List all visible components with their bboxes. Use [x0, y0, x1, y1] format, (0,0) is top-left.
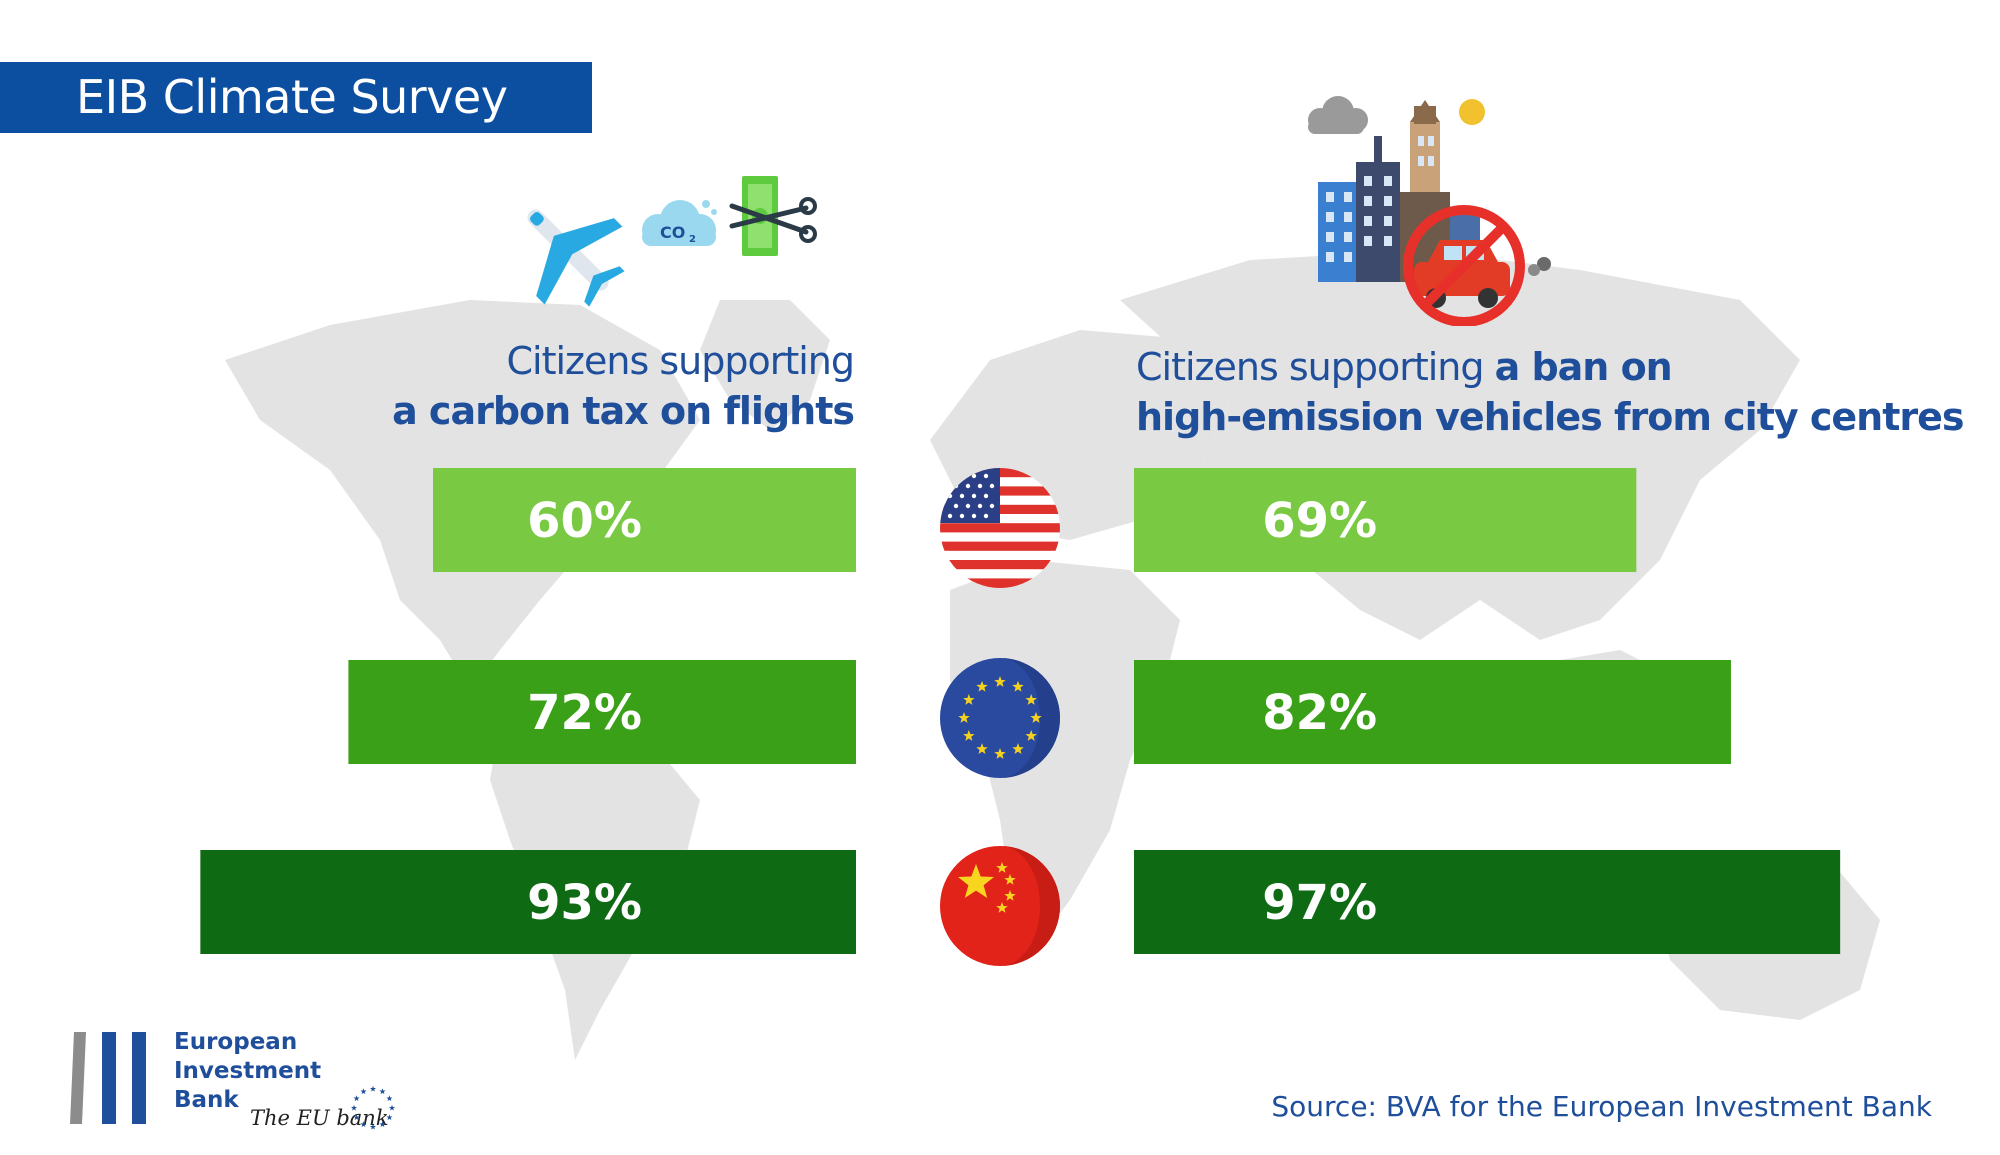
- bar-label-carbon-tax-china: 93%: [527, 875, 642, 931]
- eu-stars-icon: [350, 1085, 396, 1130]
- source-note: Source: BVA for the European Investment …: [1271, 1090, 1932, 1123]
- svg-text:2: 2: [689, 234, 696, 245]
- tagline-star: [353, 1095, 360, 1102]
- eu-flag-star: [958, 712, 970, 723]
- heading-vehicle-ban-line2: high-emission vehicles from city centres: [1136, 395, 1965, 439]
- tagline-star: [350, 1104, 358, 1111]
- tagline-star: [388, 1104, 396, 1111]
- eu-flag-star: [1030, 712, 1042, 723]
- eib-logo-stripes: [70, 1032, 146, 1124]
- bar-label-vehicle-ban-european-union: 82%: [1262, 685, 1377, 741]
- bar-label-carbon-tax-united-states: 60%: [527, 493, 642, 549]
- eu-flag-icon: [940, 658, 1060, 778]
- bar-vehicle-ban-european-union: [1134, 660, 1731, 764]
- tagline-star: [379, 1121, 386, 1128]
- eu-flag-star: [994, 676, 1006, 687]
- eu-flag-star: [1012, 680, 1024, 692]
- tagline-star: [360, 1121, 367, 1128]
- svg-text:CO: CO: [660, 223, 685, 242]
- heading-carbon-tax: Citizens supporting a carbon tax on flig…: [392, 336, 855, 436]
- eu-flag-star: [976, 680, 988, 692]
- bar-carbon-tax-european-union: [348, 660, 856, 764]
- bar-label-vehicle-ban-united-states: 69%: [1262, 493, 1377, 549]
- bar-label-vehicle-ban-china: 97%: [1262, 875, 1377, 931]
- no-car-icon: [1403, 205, 1551, 326]
- tagline-star: [353, 1114, 360, 1121]
- map-greenland: [700, 300, 830, 430]
- eib-name-line3: Bank: [174, 1087, 239, 1113]
- tagline-star: [379, 1088, 386, 1095]
- eu-flag-star: [963, 730, 975, 741]
- eu-flag-star: [1025, 694, 1037, 705]
- eib-name-line2: Investment: [174, 1058, 322, 1084]
- tagline-star: [369, 1123, 377, 1130]
- heading-vehicle-ban: Citizens supporting a ban on high-emissi…: [1136, 342, 1965, 442]
- eu-flag-star: [976, 743, 988, 755]
- eu-flag-star: [1025, 730, 1037, 741]
- tagline-star: [386, 1095, 393, 1102]
- bar-label-carbon-tax-european-union: 72%: [527, 685, 642, 741]
- eu-flag-star: [994, 748, 1006, 759]
- eib-logo-name: European Investment Bank: [174, 1028, 321, 1115]
- co2-cloud-icon: CO 2: [642, 200, 717, 246]
- eu-flag-star: [963, 694, 975, 705]
- bar-carbon-tax-united-states: [433, 468, 856, 572]
- bar-vehicle-ban-united-states: [1134, 468, 1637, 572]
- heading-carbon-tax-line1: Citizens supporting: [506, 339, 855, 383]
- tagline-star: [369, 1085, 377, 1092]
- eib-tagline: The EU bank: [250, 1106, 389, 1130]
- airplane-icon: [527, 209, 625, 307]
- heading-carbon-tax-line2: a carbon tax on flights: [392, 389, 855, 433]
- tagline-star: [360, 1088, 367, 1095]
- china-flag-icon: [940, 846, 1060, 966]
- tagline-star: [386, 1114, 393, 1121]
- heading-vehicle-ban-normal: Citizens supporting: [1136, 345, 1495, 389]
- heading-vehicle-ban-bold: a ban on: [1494, 345, 1673, 389]
- page-title: EIB Climate Survey: [76, 70, 508, 124]
- eib-name-line1: European: [174, 1029, 298, 1055]
- map-africa: [950, 560, 1180, 940]
- us-flag-icon: [940, 468, 1060, 588]
- bar-carbon-tax-china: [200, 850, 857, 954]
- cut-money-icon: [729, 176, 817, 256]
- title-banner: [0, 62, 592, 133]
- bar-vehicle-ban-china: [1134, 850, 1841, 954]
- eu-flag-star: [1012, 743, 1024, 755]
- heading-vehicle-ban-line1: Citizens supporting a ban on: [1136, 342, 1964, 392]
